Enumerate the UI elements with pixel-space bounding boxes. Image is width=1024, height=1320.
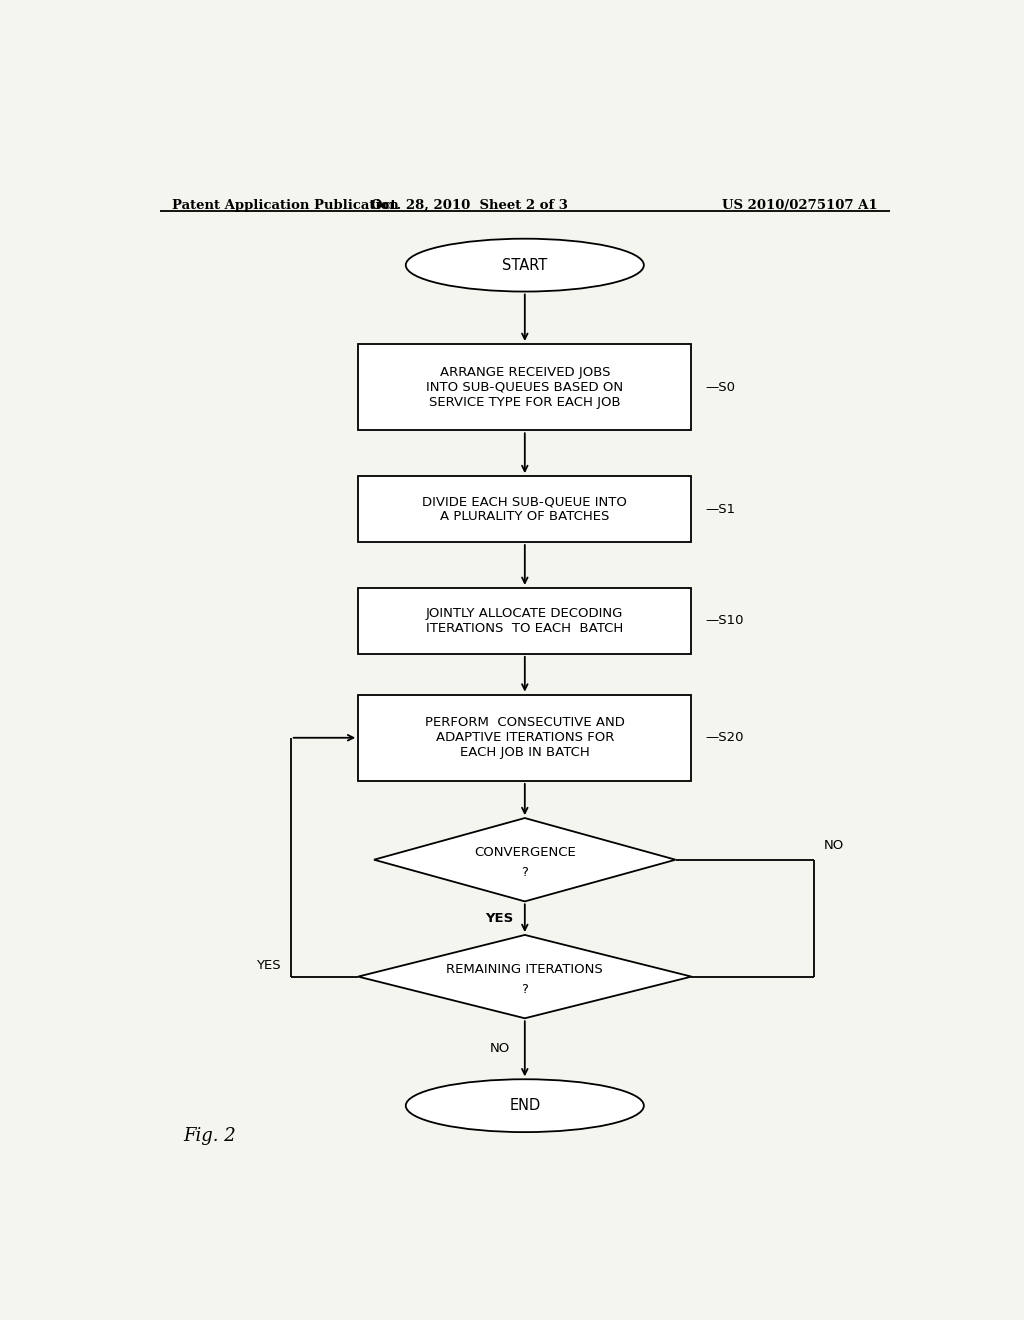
Text: JOINTLY ALLOCATE DECODING
ITERATIONS  TO EACH  BATCH: JOINTLY ALLOCATE DECODING ITERATIONS TO … <box>426 607 624 635</box>
FancyBboxPatch shape <box>358 587 691 653</box>
Text: YES: YES <box>257 958 282 972</box>
Text: ?: ? <box>521 866 528 879</box>
FancyBboxPatch shape <box>358 694 691 781</box>
Text: REMAINING ITERATIONS: REMAINING ITERATIONS <box>446 962 603 975</box>
Polygon shape <box>374 818 676 902</box>
Text: PERFORM  CONSECUTIVE AND
ADAPTIVE ITERATIONS FOR
EACH JOB IN BATCH: PERFORM CONSECUTIVE AND ADAPTIVE ITERATI… <box>425 717 625 759</box>
Text: Oct. 28, 2010  Sheet 2 of 3: Oct. 28, 2010 Sheet 2 of 3 <box>371 199 567 213</box>
Text: DIVIDE EACH SUB-QUEUE INTO
A PLURALITY OF BATCHES: DIVIDE EACH SUB-QUEUE INTO A PLURALITY O… <box>422 495 628 523</box>
FancyBboxPatch shape <box>358 477 691 543</box>
Text: END: END <box>509 1098 541 1113</box>
Text: CONVERGENCE: CONVERGENCE <box>474 846 575 859</box>
Text: ?: ? <box>521 982 528 995</box>
Text: US 2010/0275107 A1: US 2010/0275107 A1 <box>722 199 878 213</box>
FancyBboxPatch shape <box>358 345 691 430</box>
Ellipse shape <box>406 1080 644 1133</box>
Text: —S20: —S20 <box>706 731 744 744</box>
Text: NO: NO <box>824 838 844 851</box>
Text: Fig. 2: Fig. 2 <box>183 1127 237 1146</box>
Text: START: START <box>502 257 548 273</box>
Text: —S0: —S0 <box>706 380 735 393</box>
Text: Patent Application Publication: Patent Application Publication <box>172 199 398 213</box>
Text: NO: NO <box>489 1043 510 1055</box>
Text: —S1: —S1 <box>706 503 736 516</box>
Polygon shape <box>358 935 691 1018</box>
Ellipse shape <box>406 239 644 292</box>
Text: ARRANGE RECEIVED JOBS
INTO SUB-QUEUES BASED ON
SERVICE TYPE FOR EACH JOB: ARRANGE RECEIVED JOBS INTO SUB-QUEUES BA… <box>426 366 624 409</box>
Text: YES: YES <box>485 912 513 924</box>
Text: —S10: —S10 <box>706 614 744 627</box>
